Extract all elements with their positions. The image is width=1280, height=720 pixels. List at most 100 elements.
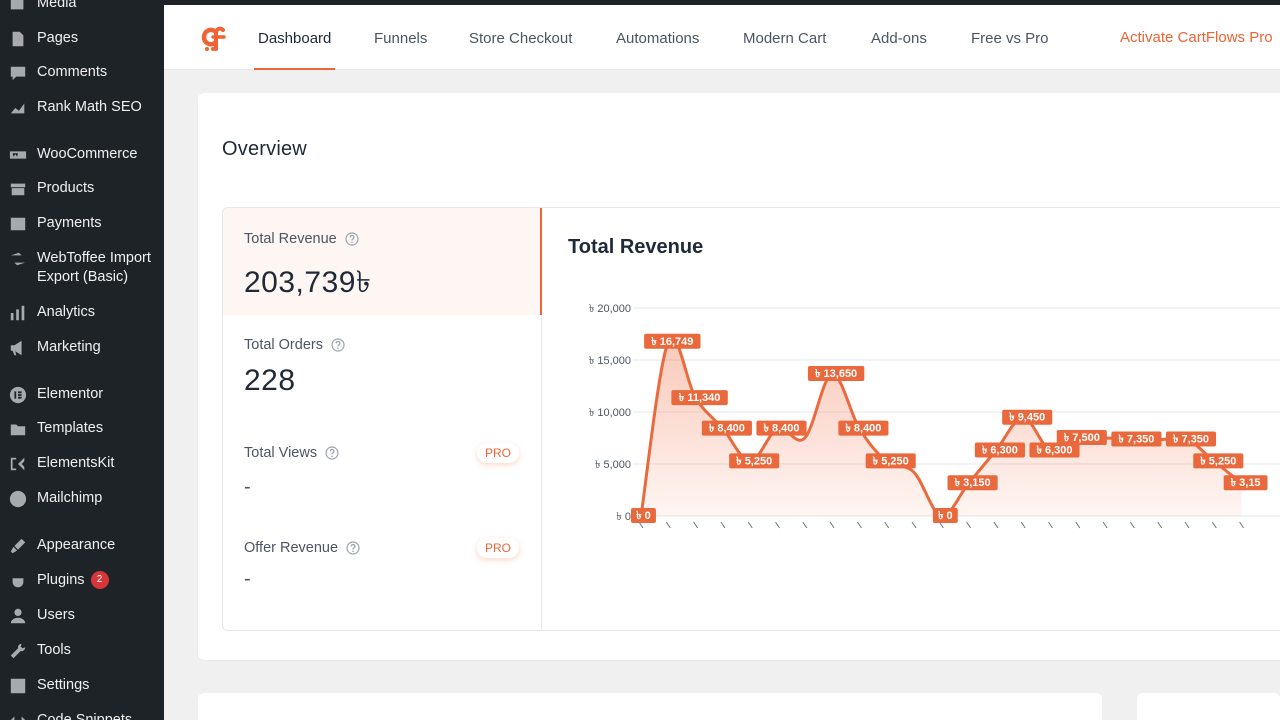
sidebar-item-label: WebToffee Import Export (Basic) (37, 250, 151, 285)
data-label: ৳ 8,400 (763, 423, 799, 435)
stat-label: Offer Revenue (244, 540, 360, 556)
sidebar-item-elementskit[interactable]: ElementsKit (0, 454, 164, 473)
sidebar-item-label: Mailchimp (37, 490, 103, 506)
sidebar-item-rank-math-seo[interactable]: Rank Math SEO (0, 98, 164, 117)
sidebar-item-label: Comments (37, 64, 108, 80)
sidebar-item-mailchimp[interactable]: Mailchimp (0, 489, 164, 508)
sidebar-item-templates[interactable]: Templates (0, 419, 164, 438)
help-icon[interactable] (331, 338, 345, 352)
sidebar-item-users[interactable]: Users (0, 606, 164, 625)
bottom-card-left (198, 693, 1102, 720)
data-label-bg (807, 366, 865, 382)
sidebar-item-plugins[interactable]: Plugins 2 (0, 571, 164, 590)
stat-label: Total Revenue (244, 231, 359, 247)
templates-icon (8, 419, 28, 438)
data-label: ৳ 9,450 (1009, 412, 1045, 424)
tab-modern-cart[interactable]: Modern Cart (743, 30, 827, 47)
activate-cartflows-pro-link[interactable]: Activate CartFlows Pro (1120, 29, 1273, 46)
help-icon[interactable] (346, 541, 360, 555)
bottom-card-right (1137, 693, 1280, 720)
pages-icon (8, 29, 28, 48)
stats-column: Total Revenue 203,739৳ Total Orders 228 Tota… (223, 208, 542, 630)
help-icon[interactable] (325, 446, 339, 460)
data-label: ৳ 13,650 (815, 368, 857, 380)
data-label: ৳ 5,250 (873, 455, 909, 467)
stat-value: 228 (244, 364, 296, 397)
sidebar-item-payments[interactable]: Payments (0, 214, 164, 233)
tools-icon (8, 641, 28, 660)
data-label: ৳ 5,250 (1200, 455, 1236, 467)
y-tick-label: ৳ 0 (616, 511, 631, 523)
comments-icon (8, 63, 28, 82)
admin-sidebar: Media Pages Comments Rank Math SEO WooCommer… (0, 0, 164, 720)
admin-bar (164, 0, 1280, 5)
data-label: ৳ 3,15 (1231, 477, 1261, 489)
sidebar-item-label: Appearance (37, 537, 116, 553)
overview-panel: Total Revenue 203,739৳ Total Orders 228 Tota… (222, 207, 1280, 631)
sidebar-item-appearance[interactable]: Appearance (0, 536, 164, 555)
sidebar-item-webtoffee[interactable]: WebToffee Import Export (Basic) (0, 249, 164, 287)
stat-offer-revenue[interactable]: Offer Revenue - PRO (223, 518, 542, 630)
sidebar-item-products[interactable]: Products (0, 179, 164, 198)
tab-store-checkout[interactable]: Store Checkout (469, 30, 573, 47)
help-icon[interactable] (345, 232, 359, 246)
x-tick (802, 521, 808, 529)
pro-badge: PRO (477, 538, 519, 558)
stat-total-orders[interactable]: Total Orders 228 (223, 315, 542, 422)
x-tick (1075, 521, 1081, 529)
pro-badge: PRO (477, 443, 519, 463)
sidebar-item-comments[interactable]: Comments (0, 63, 164, 82)
tab-free-vs-pro[interactable]: Free vs Pro (971, 30, 1049, 47)
sidebar-item-label: Rank Math SEO (37, 99, 142, 115)
sidebar-item-woocommerce[interactable]: WooCommerce (0, 145, 164, 164)
users-icon (8, 606, 28, 625)
tab-funnels[interactable]: Funnels (374, 30, 428, 47)
sidebar-item-settings[interactable]: Settings (0, 676, 164, 695)
payments-icon (8, 214, 28, 233)
sidebar-item-code-snippets[interactable]: Code Snippets (0, 711, 164, 720)
sidebar-item-label: Media (37, 0, 77, 11)
sidebar-item-label: Products (37, 180, 95, 196)
sidebar-item-label: Analytics (37, 304, 96, 320)
cartflows-logo-icon[interactable] (198, 23, 228, 53)
stat-total-revenue[interactable]: Total Revenue 203,739৳ (223, 208, 542, 315)
sidebar-item-label: Templates (37, 420, 104, 436)
x-tick (993, 521, 999, 529)
stat-label-text: Total Views (244, 445, 318, 461)
sidebar-item-tools[interactable]: Tools (0, 641, 164, 660)
sidebar-item-pages[interactable]: Pages (0, 29, 164, 48)
settings-icon (8, 676, 28, 695)
sidebar-item-label: WooCommerce (37, 146, 138, 162)
sidebar-item-analytics[interactable]: Analytics (0, 303, 164, 322)
tab-automations[interactable]: Automations (616, 30, 700, 47)
sidebar-item-marketing[interactable]: Marketing (0, 338, 164, 357)
x-tick (856, 521, 862, 529)
x-tick (665, 521, 671, 529)
plugins-update-badge: 2 (90, 571, 109, 589)
x-tick (775, 521, 780, 529)
data-label-bg (644, 333, 701, 349)
stat-label-text: Total Revenue (244, 231, 337, 247)
data-label: ৳ 3,150 (955, 477, 991, 489)
x-tick (1211, 521, 1217, 529)
tab-dashboard[interactable]: Dashboard (253, 5, 336, 70)
stat-value: 203,739৳ (244, 266, 372, 299)
data-label: ৳ 7,350 (1173, 434, 1209, 446)
revenue-area (641, 337, 1242, 517)
sidebar-item-label: Code Snippets (37, 712, 133, 720)
sidebar-item-label: Tools (37, 642, 71, 658)
tab-add-ons[interactable]: Add-ons (871, 30, 927, 47)
data-label-bg (1029, 442, 1080, 458)
data-label-bg (838, 420, 889, 436)
stat-total-views[interactable]: Total Views - PRO (223, 422, 542, 518)
data-label-bg (974, 442, 1025, 458)
products-icon (8, 179, 28, 198)
data-label-bg (729, 453, 780, 469)
chart-title: Total Revenue (568, 236, 704, 258)
data-label-bg (701, 420, 752, 436)
sidebar-item-elementor[interactable]: Elementor (0, 385, 164, 404)
sidebar-item-media[interactable]: Media (0, 0, 164, 13)
x-tick (966, 521, 972, 529)
elementskit-icon (8, 454, 28, 473)
x-tick (1129, 521, 1135, 529)
